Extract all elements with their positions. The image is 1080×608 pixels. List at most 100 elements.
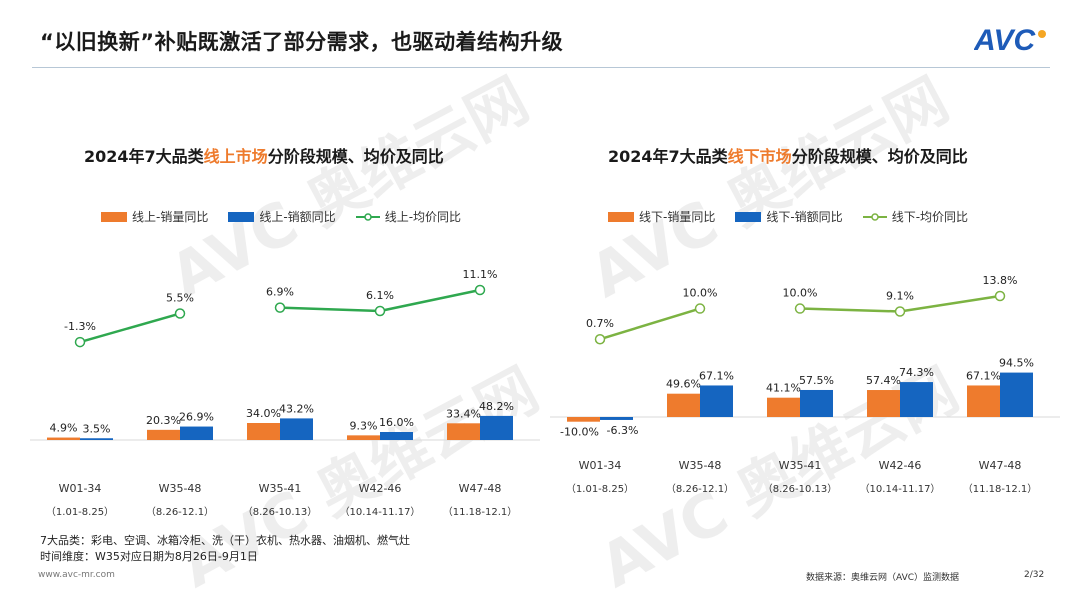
trend-point [994, 290, 1006, 302]
data-label: 41.1% [766, 382, 801, 395]
trend-label: 6.9% [266, 286, 294, 299]
x-tick-label: W01-34 [579, 459, 622, 472]
x-tick-label: W35-48 [159, 482, 202, 495]
trend-label: 13.8% [983, 274, 1018, 287]
trend-point [74, 336, 86, 348]
data-label: 67.1% [699, 369, 734, 382]
trend-label: 9.1% [886, 290, 914, 303]
footnote-time: 时间维度：W35对应日期为8月26日-9月1日 [40, 550, 258, 563]
data-label: 26.9% [179, 411, 214, 424]
bar [867, 390, 900, 417]
x-tick-label: W42-46 [879, 459, 922, 472]
bar [280, 418, 313, 440]
trend-label: 0.7% [586, 317, 614, 330]
trend-label: 10.0% [683, 287, 718, 300]
data-label: 9.3% [350, 419, 378, 432]
data-label: 33.4% [446, 407, 481, 420]
bar [247, 423, 280, 440]
data-label: 57.5% [799, 374, 834, 387]
bar [180, 426, 213, 440]
online-chart-legend: 线上-销量同比 线上-销额同比 线上-均价同比 [101, 208, 461, 225]
trend-point [474, 284, 486, 296]
bar [1000, 372, 1033, 417]
x-tick-sublabel: （8.26-12.1） [666, 483, 734, 495]
title-divider [32, 67, 1050, 68]
legend-item: 线下-销额同比 [735, 208, 843, 225]
x-tick-sublabel: （8.26-10.13） [243, 506, 318, 518]
trend-label: 11.1% [463, 268, 498, 281]
x-tick-label: W42-46 [359, 482, 402, 495]
data-label: 48.2% [479, 400, 514, 413]
bar [800, 389, 833, 417]
x-tick-label: W47-48 [979, 459, 1022, 472]
bar [80, 438, 113, 440]
data-label: 74.3% [899, 366, 934, 379]
data-label: 57.4% [866, 374, 901, 387]
x-tick-label: W35-48 [679, 459, 722, 472]
legend-item: 线上-销量同比 [101, 208, 208, 225]
data-label: -6.3% [607, 424, 639, 437]
legend-item: 线下-均价同比 [862, 208, 968, 225]
x-tick-sublabel: （11.18-12.1） [443, 506, 518, 518]
bar [700, 385, 733, 417]
footer-url: www.avc-mr.com [38, 570, 115, 580]
bar [600, 417, 633, 420]
data-label: 16.0% [379, 416, 414, 429]
trend-point [374, 305, 386, 317]
trend-label: 6.1% [366, 289, 394, 302]
x-tick-sublabel: （10.14-11.17） [340, 506, 421, 518]
data-label: -10.0% [560, 426, 599, 439]
legend-item: 线下-销量同比 [608, 208, 715, 225]
avc-logo: AVC [973, 22, 1050, 60]
trend-point [594, 333, 606, 345]
bar [447, 423, 480, 440]
offline-chart-plot: -10.0% -6.3%W01-34（1.01-8.25）49.6%67.1%W3… [550, 274, 1060, 495]
footnote-categories: 7大品类：彩电、空调、冰箱冷柜、洗（干）衣机、热水器、油烟机、燃气灶 [40, 534, 410, 547]
bar [900, 382, 933, 417]
bar [667, 393, 700, 417]
data-label: 34.0% [246, 407, 281, 420]
data-label: 4.9% [50, 422, 78, 435]
trend-label: -1.3% [64, 320, 96, 333]
data-label: 67.1% [966, 369, 1001, 382]
online-chart-title: 2024年7大品类线上市场分阶段规模、均价及同比 [84, 147, 444, 166]
trend-line [79, 312, 181, 344]
trend-point [274, 302, 286, 313]
data-label: 3.5% [83, 422, 111, 435]
bar [147, 429, 180, 440]
x-tick-sublabel: （1.01-8.25） [566, 483, 634, 495]
x-tick-sublabel: （8.26-10.13） [763, 483, 838, 495]
data-label: 94.5% [999, 357, 1034, 370]
trend-label: 10.0% [783, 287, 818, 300]
x-tick-label: W35-41 [779, 459, 822, 472]
x-tick-sublabel: （8.26-12.1） [146, 506, 214, 518]
bar [480, 415, 513, 440]
legend-item: 线上-均价同比 [355, 208, 461, 225]
footer-source: 数据来源：奥维云网（AVC）监测数据 [806, 573, 960, 583]
bar [380, 432, 413, 440]
trend-point [174, 308, 186, 319]
x-tick-sublabel: （11.18-12.1） [963, 483, 1038, 495]
x-tick-label: W35-41 [259, 482, 302, 495]
offline-chart-legend: 线下-销量同比 线下-销额同比 线下-均价同比 [608, 208, 968, 225]
online-chart-plot: 4.9% 3.5% W01-34 （1.01-8.25） 20.3%26.9% W35-4… [30, 268, 540, 518]
trend-point [894, 306, 906, 317]
logo-text: AVC [974, 24, 1036, 56]
x-tick-sublabel: （10.14-11.17） [860, 483, 941, 495]
x-tick-label: W47-48 [459, 482, 502, 495]
bar [767, 397, 800, 417]
x-tick-label: W01-34 [59, 482, 102, 495]
data-label: 20.3% [146, 414, 181, 427]
bar [967, 385, 1000, 417]
page-number: 2/32 [1024, 570, 1045, 580]
bar [567, 417, 600, 422]
bar [47, 437, 80, 440]
data-label: 43.2% [279, 402, 314, 415]
x-tick-sublabel: （1.01-8.25） [46, 506, 114, 518]
trend-label: 5.5% [166, 292, 194, 305]
slide-title: “以旧换新”补贴既激活了部分需求，也驱动着结构升级 [40, 30, 564, 54]
offline-chart-title: 2024年7大品类线下市场分阶段规模、均价及同比 [608, 147, 968, 166]
trend-point [794, 303, 806, 314]
bar [347, 435, 380, 440]
legend-item: 线上-销额同比 [228, 208, 336, 225]
